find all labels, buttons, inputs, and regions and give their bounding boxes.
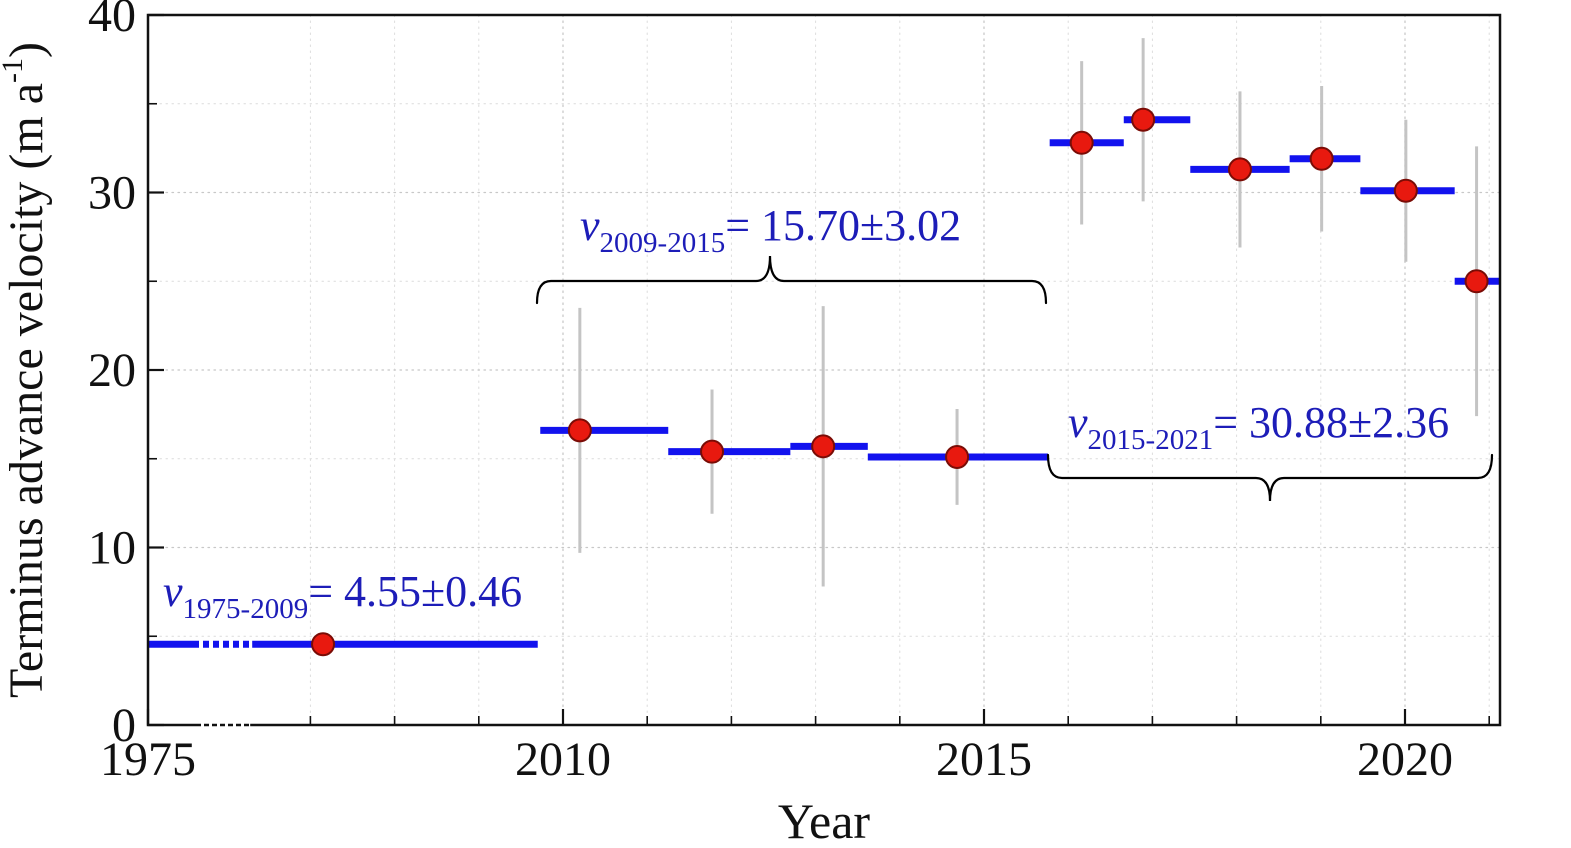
x-tick-label: 1975 [100, 733, 196, 786]
y-tick-label: 30 [88, 167, 136, 220]
grid-lines [147, 14, 1501, 726]
data-point-marker [811, 434, 836, 459]
y-tick-label: 40 [88, 0, 136, 42]
y-tick-label: 0 [112, 699, 136, 752]
y-tick-label: 10 [88, 522, 136, 575]
x-tick-label: 2020 [1357, 733, 1453, 786]
x-axis-label: Year [778, 793, 870, 848]
brace-2009-2015 [535, 255, 1048, 305]
tick-labels: 1975 2010 2015 2020 0 10 20 30 40 [88, 0, 1453, 786]
period-mean-annotation: v1975-2009= 4.55±0.46 [163, 567, 522, 625]
brace-2015-2021 [1046, 453, 1494, 502]
data-point-marker [1393, 178, 1418, 203]
y-tick-label: 20 [88, 344, 136, 397]
data-point-marker [567, 418, 592, 443]
data-point-marker [1227, 157, 1252, 182]
period-mean-annotation: v2015-2021= 30.88±2.36 [1068, 398, 1449, 456]
data-point-marker [945, 444, 970, 469]
data-point-marker [1131, 107, 1156, 132]
data-point-marker [1069, 130, 1094, 155]
axis-ticks [146, 13, 1490, 727]
x-tick-label: 2010 [515, 733, 611, 786]
data-point-marker [1464, 269, 1489, 294]
y-axis-label: Terminus advance velocity (m a-1) [0, 42, 53, 698]
period-mean-annotation: v2009-2015= 15.70±3.02 [580, 201, 961, 259]
x-tick-label: 2015 [936, 733, 1032, 786]
data-markers [311, 107, 1489, 657]
data-point-marker [311, 632, 336, 657]
data-point-marker [1309, 146, 1334, 171]
data-point-marker [700, 439, 725, 464]
